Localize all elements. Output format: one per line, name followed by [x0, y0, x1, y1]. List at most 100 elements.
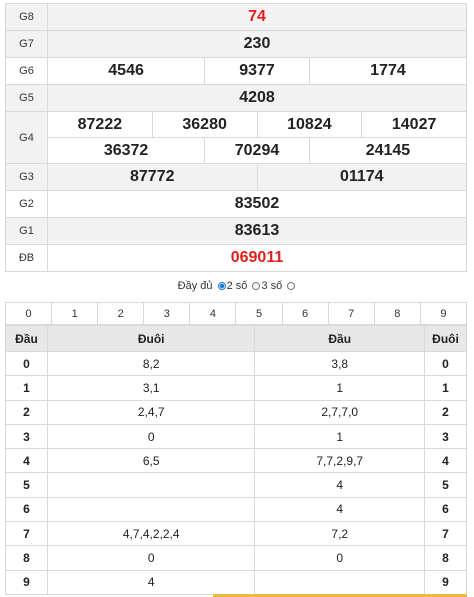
table-row: 2 2,4,7 2,7,7,0 2 [5, 399, 467, 425]
row-tail-digit: 7 [424, 521, 467, 547]
prize-label: G8 [5, 3, 48, 31]
row-tails: 3,1 [46, 375, 256, 401]
radio-full[interactable] [287, 282, 296, 290]
bottom-accent-bar [213, 594, 467, 597]
radio-three-digits[interactable] [252, 282, 261, 290]
row-tails: 6,5 [46, 448, 256, 474]
row-tails [46, 472, 256, 498]
row-heads: 3,8 [254, 350, 426, 377]
head-tail-header: Đầu Đuôi Đầu Đuôi [5, 325, 467, 352]
table-row: 4 6,5 7,7,2,9,7 4 [5, 448, 467, 474]
prize-row-g2: G2 83502 [5, 190, 467, 218]
row-tails: 0 [46, 423, 256, 450]
row-head-digit: 7 [5, 521, 48, 547]
prize-value: 14027 [361, 111, 467, 138]
digit-cell[interactable]: 3 [143, 302, 191, 325]
digit-cell[interactable]: 5 [235, 302, 283, 325]
prize-value: 74 [47, 3, 467, 31]
col-head: Đầu [254, 325, 426, 352]
filter-three-label[interactable]: 3 số [261, 280, 283, 292]
row-head-digit: 2 [5, 399, 48, 425]
digit-cell[interactable]: 2 [97, 302, 145, 325]
prize-label: ĐB [5, 244, 48, 272]
special-prize-value: 069011 [47, 244, 467, 272]
row-tail-digit: 9 [424, 569, 467, 595]
prize-label: G1 [5, 217, 48, 245]
prize-value: 70294 [204, 137, 310, 164]
table-row: 7 4,7,4,2,2,4 7,2 7 [5, 521, 467, 547]
row-tails: 4,7,4,2,2,4 [46, 521, 256, 547]
prize-label: G7 [5, 30, 48, 58]
row-heads: 4 [254, 472, 426, 498]
prize-value: 36280 [151, 111, 258, 138]
prize-row-g6: G6 4546 9377 1774 [5, 57, 468, 85]
digit-cell[interactable]: 0 [4, 302, 53, 325]
row-heads: 2,7,7,0 [254, 399, 426, 425]
table-row: 1 3,1 1 1 [5, 375, 467, 401]
row-head-digit: 3 [5, 423, 48, 450]
prize-label: G3 [5, 163, 48, 191]
prize-row-g4: G4 87222 36280 10824 14027 [5, 111, 467, 164]
row-tail-digit: 5 [424, 472, 467, 498]
row-head-digit: 9 [5, 569, 48, 595]
prize-row-g4-second: 36372 70294 24145 [6, 137, 468, 164]
prize-value: 36372 [46, 137, 206, 164]
row-tail-digit: 1 [424, 375, 467, 401]
lottery-results-table: G8 74 G7 230 G6 4546 9377 1774 G5 4208 G… [5, 3, 468, 272]
head-tail-table: Đầu Đuôi Đầu Đuôi 0 8,2 3,8 0 1 3,1 1 1 2 2,4,7 2,… [5, 325, 467, 595]
row-heads [254, 569, 426, 595]
digit-cell[interactable]: 9 [419, 302, 468, 325]
row-tails [46, 496, 256, 523]
row-tails: 4 [46, 569, 256, 595]
digit-cell[interactable]: 8 [373, 302, 421, 325]
prize-value: 87772 [47, 163, 258, 191]
prize-row-g3: G3 87772 01174 [5, 163, 467, 191]
prize-value: 230 [47, 30, 467, 58]
row-head-digit: 0 [5, 350, 48, 377]
row-tails: 8,2 [46, 350, 256, 377]
row-heads: 0 [254, 545, 426, 571]
prize-label: G2 [5, 190, 48, 218]
prize-row-g8: G8 74 [5, 3, 467, 31]
radio-two-digits[interactable] [217, 282, 226, 290]
digit-cell[interactable]: 7 [327, 302, 375, 325]
filter-full-label[interactable]: Đầy đủ [177, 280, 213, 292]
row-heads: 7,2 [254, 521, 426, 547]
prize-value: 24145 [308, 137, 468, 164]
digit-cell[interactable]: 1 [51, 302, 99, 325]
row-tails: 0 [46, 545, 256, 571]
prize-value: 10824 [256, 111, 363, 138]
prize-value: 83502 [47, 190, 467, 218]
row-heads: 4 [254, 496, 426, 523]
prize-row-g5: G5 4208 [5, 84, 467, 112]
row-tail-digit: 8 [424, 545, 467, 571]
digit-filter: Đầy đủ 2 số 3 số [0, 280, 474, 296]
table-row: 0 8,2 3,8 0 [5, 350, 467, 377]
digit-cell[interactable]: 4 [189, 302, 237, 325]
row-tail-digit: 4 [424, 448, 467, 474]
row-head-digit: 4 [5, 448, 48, 474]
head-tail-body: 0 8,2 3,8 0 1 3,1 1 1 2 2,4,7 2,7,7,0 2 3 0 1 3 4 6,5 7,7,… [5, 350, 467, 595]
prize-label: G4 [5, 111, 48, 164]
row-tail-digit: 0 [424, 350, 467, 377]
col-tail: Đuôi [46, 325, 256, 352]
prize-value: 4546 [46, 57, 206, 85]
row-tail-digit: 2 [424, 399, 467, 425]
prize-label: G6 [5, 57, 48, 85]
row-heads: 7,7,2,9,7 [254, 448, 426, 474]
row-head-digit: 8 [5, 545, 48, 571]
prize-value: 1774 [308, 57, 468, 85]
digit-cell[interactable]: 6 [281, 302, 329, 325]
filter-two-label[interactable]: 2 số [226, 280, 248, 292]
row-head-digit: 1 [5, 375, 48, 401]
row-tails: 2,4,7 [46, 399, 256, 425]
prize-row-g1: G1 83613 [5, 217, 467, 245]
row-heads: 1 [254, 375, 426, 401]
row-heads: 1 [254, 423, 426, 450]
prize-value: 01174 [256, 163, 467, 191]
